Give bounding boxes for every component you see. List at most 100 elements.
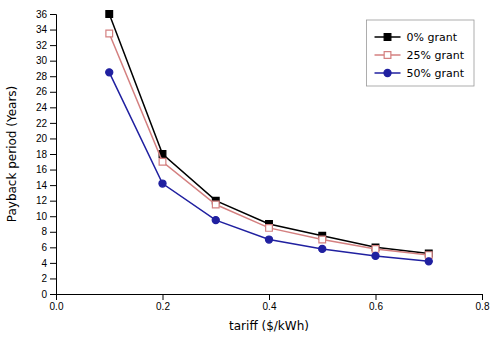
legend-marker	[384, 34, 391, 41]
legend-label: 50% grant	[407, 67, 465, 80]
tick: 0.6	[369, 294, 383, 312]
chart: 0.00.20.40.60.80246810121416182022242628…	[0, 0, 500, 338]
tick-mark	[50, 154, 56, 155]
tick: 2	[41, 273, 56, 284]
tick: 0.8	[476, 294, 490, 312]
tick: 24	[36, 102, 56, 113]
tick-label: 22	[36, 118, 48, 129]
tick: 4	[41, 258, 56, 269]
legend-entry: 0% grant	[375, 31, 458, 44]
tick: 10	[36, 211, 56, 222]
legend-marker	[384, 52, 391, 59]
tick-label: 6	[41, 242, 47, 253]
tick-mark	[50, 123, 56, 124]
tick: 16	[36, 164, 56, 175]
tick: 0.4	[263, 294, 277, 312]
tick: 28	[36, 71, 56, 82]
y-axis-title: Payback period (Years)	[5, 86, 19, 223]
tick: 26	[36, 86, 56, 97]
tick-label: 28	[36, 71, 48, 82]
tick-label: 36	[36, 9, 48, 20]
plot: 0.00.20.40.60.80246810121416182022242628…	[36, 9, 490, 312]
tick: 0.0	[50, 294, 64, 312]
legend-entry: 50% grant	[375, 67, 465, 80]
tick: 18	[36, 149, 56, 160]
tick-mark	[50, 92, 56, 93]
tick: 30	[36, 55, 56, 66]
tick-label: 0.4	[263, 301, 277, 312]
tick-label: 26	[36, 86, 48, 97]
legend-marker	[384, 69, 391, 76]
tick-label: 0.8	[476, 301, 490, 312]
tick-label: 0.6	[369, 301, 383, 312]
tick-mark	[50, 185, 56, 186]
tick: 32	[36, 40, 56, 51]
point	[159, 180, 166, 187]
tick-label: 24	[36, 102, 48, 113]
point	[425, 258, 432, 265]
tick-mark	[50, 294, 56, 295]
tick: 22	[36, 118, 56, 129]
tick-label: 0	[41, 289, 47, 300]
point	[159, 158, 166, 165]
point	[319, 245, 326, 252]
legend-label: 25% grant	[407, 49, 465, 62]
tick-mark	[50, 278, 56, 279]
tick: 6	[41, 242, 56, 253]
tick-label: 34	[36, 24, 48, 35]
point	[212, 201, 219, 208]
tick: 36	[36, 9, 56, 20]
tick-mark	[50, 232, 56, 233]
tick: 14	[36, 180, 56, 191]
tick-label: 30	[36, 55, 48, 66]
point	[372, 246, 379, 253]
tick-mark	[50, 61, 56, 62]
legend: 0% grant 25% grant 50% grant	[367, 20, 474, 86]
point	[265, 236, 272, 243]
tick-mark	[50, 247, 56, 248]
tick-label: 2	[41, 273, 47, 284]
axis-line	[50, 15, 57, 295]
tick-mark	[269, 294, 270, 300]
tick-mark	[163, 294, 164, 300]
tick: 34	[36, 24, 56, 35]
point	[106, 11, 113, 18]
tick-mark	[376, 294, 377, 300]
tick-mark	[50, 30, 56, 31]
tick-mark	[50, 107, 56, 108]
tick: 0	[41, 289, 56, 300]
tick-mark	[50, 76, 56, 77]
point	[212, 217, 219, 224]
tick-mark	[50, 216, 56, 217]
tick-mark	[482, 294, 483, 300]
tick-mark	[50, 45, 56, 46]
legend-entry: 25% grant	[375, 49, 465, 62]
tick-label: 12	[36, 195, 48, 206]
tick-label: 10	[36, 211, 48, 222]
tick-mark	[50, 138, 56, 139]
legend-box	[367, 20, 474, 86]
tick: 12	[36, 195, 56, 206]
tick: 20	[36, 133, 56, 144]
tick-label: 8	[41, 226, 47, 237]
tick-mark	[50, 14, 56, 15]
tick-label: 18	[36, 149, 48, 160]
tick-mark	[50, 201, 56, 202]
tick-label: 16	[36, 164, 48, 175]
tick-label: 32	[36, 40, 48, 51]
tick: 0.2	[156, 294, 170, 312]
point	[106, 30, 113, 37]
legend-label: 0% grant	[407, 31, 458, 44]
tick-label: 0.0	[50, 301, 64, 312]
tick-mark	[50, 170, 56, 171]
tick: 8	[41, 226, 56, 237]
tick-label: 0.2	[156, 301, 170, 312]
y-axis: 024681012141618202224262830323436	[36, 9, 57, 300]
x-axis-title: tariff ($/kWh)	[229, 319, 309, 333]
tick-label: 20	[36, 133, 48, 144]
point	[319, 236, 326, 243]
tick-label: 14	[36, 180, 48, 191]
point	[266, 225, 273, 232]
point	[106, 69, 113, 76]
axis-line	[57, 295, 483, 301]
